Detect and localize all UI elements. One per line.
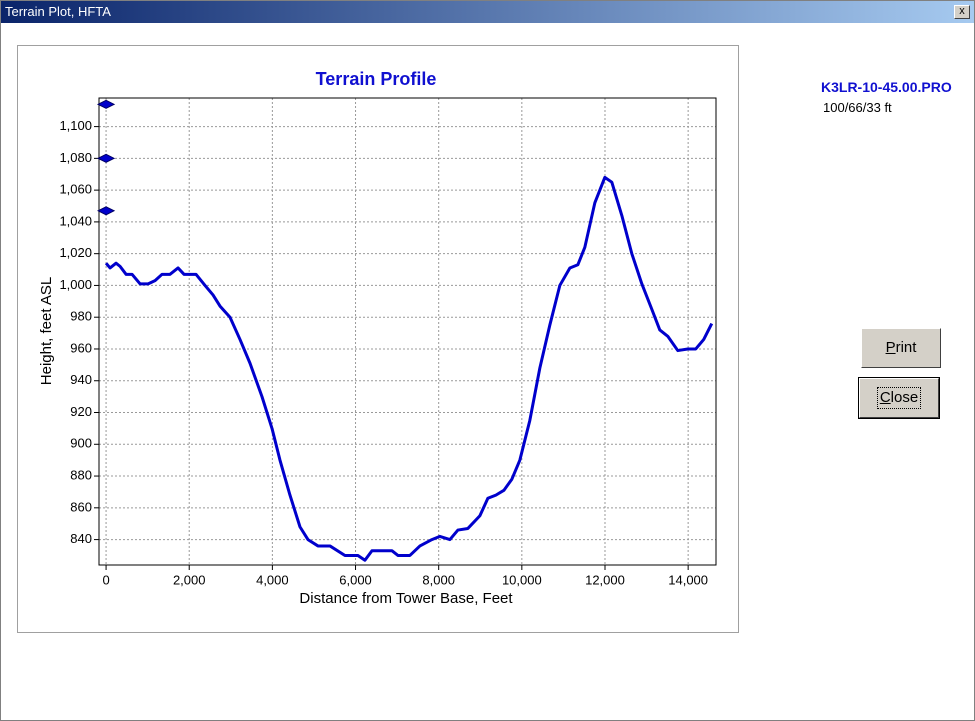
close-window-button[interactable]: x	[954, 5, 970, 19]
chart-panel	[17, 45, 739, 633]
button-label: Print	[885, 339, 917, 356]
title-bar: Terrain Plot, HFTA x	[1, 1, 974, 23]
file-name: K3LR-10-45.00.PRO	[821, 79, 952, 95]
print-button[interactable]: Print	[861, 328, 941, 368]
file-info: 100/66/33 ft	[823, 100, 892, 115]
close-button[interactable]: Close	[858, 377, 940, 419]
window-title: Terrain Plot, HFTA	[5, 4, 111, 19]
button-label: Close	[876, 387, 922, 409]
